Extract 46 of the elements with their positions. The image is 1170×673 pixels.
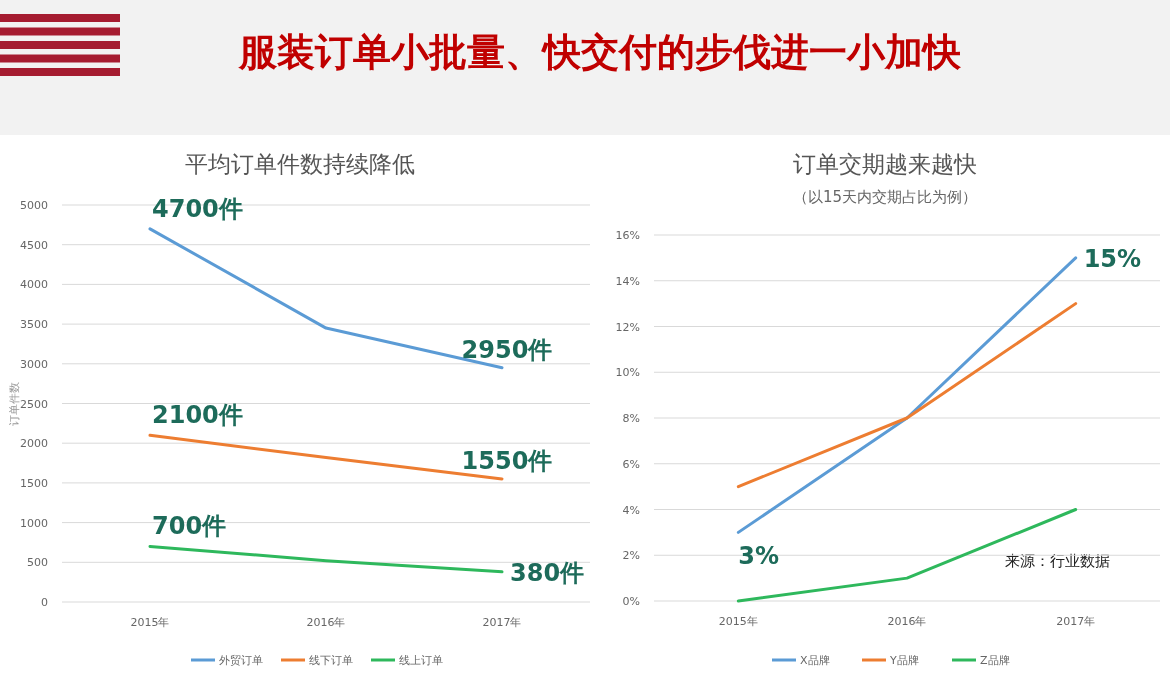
y-tick-label: 0% xyxy=(622,595,640,608)
text: 服装订单小批量、快交付的步伐进一小加快 xyxy=(238,30,962,74)
y-tick-label: 4500 xyxy=(20,238,48,252)
chart-title: 订单交期越来越快 xyxy=(793,151,977,177)
y-tick-label: 500 xyxy=(27,556,48,570)
y-tick-label: 14% xyxy=(615,274,640,288)
legend-label: 线上订单 xyxy=(399,654,443,667)
legend-label: X品牌 xyxy=(800,654,830,667)
y-tick-label: 4000 xyxy=(20,278,48,292)
y-tick-label: 2% xyxy=(622,549,640,563)
y-tick-label: 3500 xyxy=(20,318,48,332)
data-label: 2950件 xyxy=(461,335,553,364)
legend-label: 线下订单 xyxy=(309,654,353,667)
data-label: 380件 xyxy=(510,558,585,587)
y-tick-label: 10% xyxy=(615,366,640,380)
data-label: 700件 xyxy=(152,512,227,541)
legend-label: Z品牌 xyxy=(980,654,1010,667)
y-axis-title: 订单件数 xyxy=(8,381,21,426)
y-tick-label: 4% xyxy=(622,503,640,517)
y-tick-label: 6% xyxy=(622,457,640,471)
data-label: 15% xyxy=(1083,244,1142,273)
x-tick-label: 2017年 xyxy=(1056,615,1096,628)
data-label: 4700件 xyxy=(152,194,243,223)
x-tick-label: 2016年 xyxy=(306,616,346,629)
legend-label: Y品牌 xyxy=(889,654,919,667)
y-tick-label: 16% xyxy=(615,229,640,242)
chart-subtitle: （以15天内交期占比为例） xyxy=(792,188,978,206)
x-tick-label: 2015年 xyxy=(718,615,758,628)
data-label: 3% xyxy=(738,542,780,571)
y-tick-label: 1000 xyxy=(20,516,48,530)
x-tick-label: 2016年 xyxy=(887,615,927,628)
data-label: 2100件 xyxy=(152,401,243,430)
y-tick-label: 5000 xyxy=(20,199,48,212)
y-tick-label: 0 xyxy=(41,596,48,609)
data-label: 1550件 xyxy=(461,446,553,475)
x-tick-label: 2017年 xyxy=(482,616,522,629)
annotation: 来源：行业数据 xyxy=(1005,552,1110,570)
y-tick-label: 3000 xyxy=(20,357,48,371)
y-tick-label: 2500 xyxy=(20,397,48,411)
legend-label: 外贸订单 xyxy=(219,654,263,667)
y-tick-label: 12% xyxy=(615,320,640,334)
y-tick-label: 1500 xyxy=(20,476,48,490)
y-tick-label: 8% xyxy=(622,412,640,425)
x-tick-label: 2015年 xyxy=(130,616,170,629)
chart-title: 平均订单件数持续降低 xyxy=(185,151,415,177)
y-tick-label: 2000 xyxy=(20,437,48,451)
